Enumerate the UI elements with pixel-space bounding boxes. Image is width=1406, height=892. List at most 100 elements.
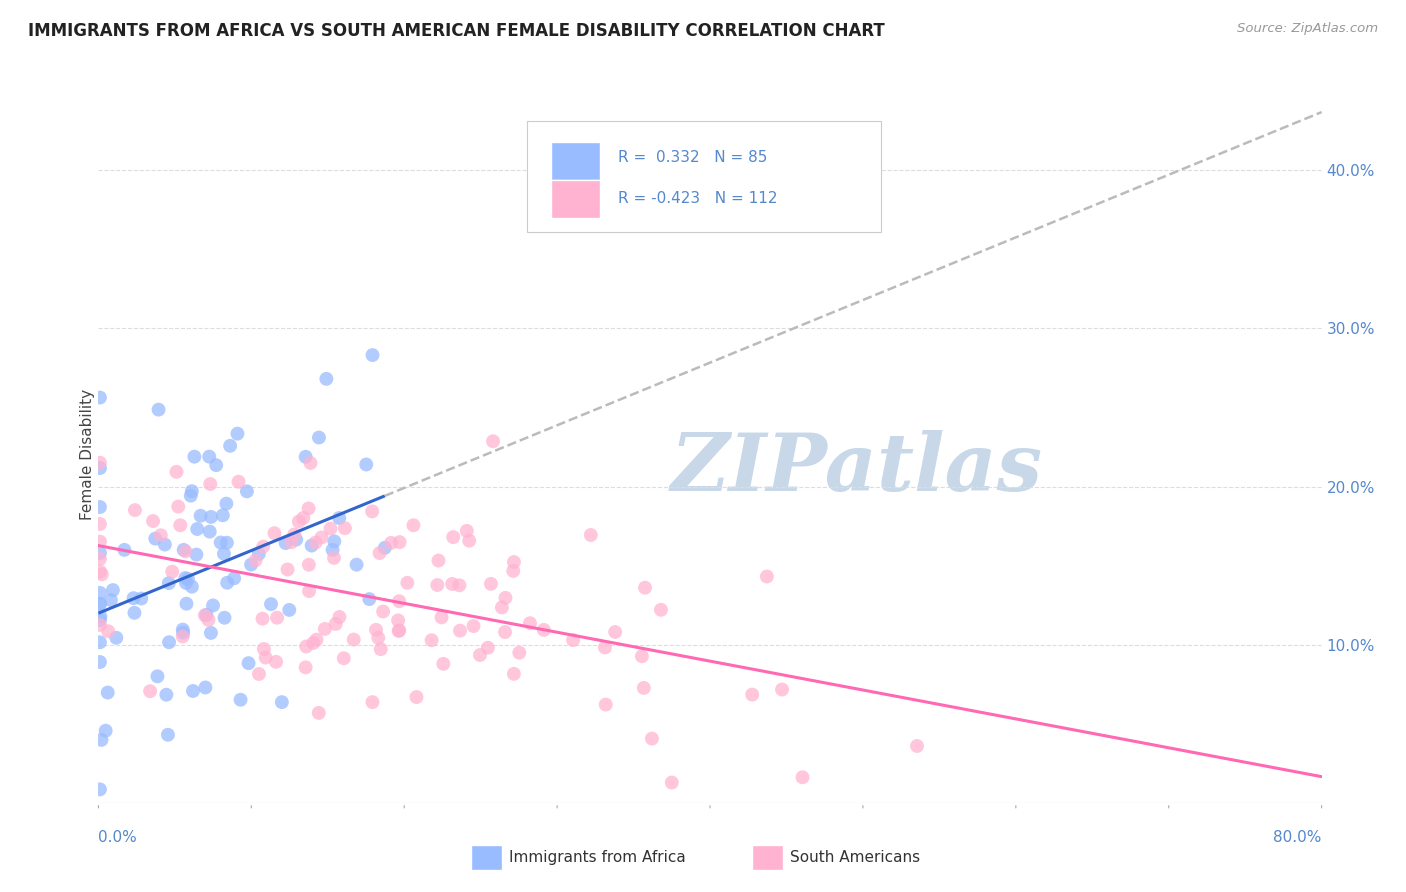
Point: [172, 625, 194, 640]
Point: [297, 501, 319, 516]
Point: [579, 528, 602, 542]
Point: [388, 535, 411, 549]
Point: [319, 522, 342, 536]
Point: [641, 731, 664, 746]
Point: [328, 511, 350, 525]
Point: [240, 558, 263, 572]
Point: [238, 656, 260, 670]
Point: [97, 624, 120, 639]
Point: [354, 458, 377, 472]
Point: [194, 681, 217, 695]
Point: [186, 548, 208, 562]
Point: [325, 616, 347, 631]
Point: [374, 541, 396, 555]
Point: [308, 430, 330, 444]
Point: [105, 631, 128, 645]
Point: [156, 728, 179, 742]
Point: [228, 475, 250, 489]
Point: [186, 522, 208, 536]
Point: [160, 565, 183, 579]
Point: [361, 504, 384, 518]
Point: [253, 642, 276, 657]
FancyBboxPatch shape: [551, 142, 600, 180]
Point: [215, 497, 238, 511]
Point: [367, 631, 389, 645]
Point: [302, 636, 325, 650]
Point: [89, 516, 111, 531]
Point: [304, 535, 326, 549]
Point: [176, 597, 198, 611]
Point: [299, 456, 322, 470]
Point: [209, 535, 232, 549]
Point: [503, 555, 526, 569]
Point: [89, 391, 111, 405]
Point: [634, 581, 657, 595]
Point: [633, 681, 655, 695]
Point: [294, 660, 316, 674]
Y-axis label: Female Disability: Female Disability: [80, 389, 94, 521]
Point: [519, 616, 541, 631]
Point: [388, 594, 411, 608]
Point: [277, 562, 299, 576]
Point: [89, 534, 111, 549]
Point: [89, 635, 111, 649]
Point: [142, 514, 165, 528]
Point: [211, 508, 233, 523]
Point: [89, 500, 111, 514]
Point: [131, 591, 153, 606]
Point: [328, 610, 350, 624]
Point: [508, 646, 530, 660]
Point: [308, 706, 330, 720]
Point: [153, 537, 176, 551]
Point: [301, 539, 323, 553]
Point: [441, 577, 464, 591]
Point: [180, 489, 202, 503]
Point: [427, 553, 450, 567]
Point: [494, 625, 516, 640]
Point: [295, 640, 318, 654]
Text: 0.0%: 0.0%: [98, 830, 138, 845]
Point: [194, 608, 217, 623]
Point: [280, 535, 302, 549]
Point: [245, 553, 267, 567]
Point: [605, 625, 627, 640]
Point: [200, 626, 222, 640]
Point: [174, 544, 197, 558]
Point: [89, 461, 111, 475]
Point: [252, 612, 274, 626]
Point: [278, 603, 301, 617]
Point: [174, 576, 197, 591]
Point: [285, 533, 308, 547]
Point: [146, 669, 169, 683]
Text: 80.0%: 80.0%: [1274, 830, 1322, 845]
Point: [274, 536, 297, 550]
Point: [89, 552, 111, 566]
Point: [495, 591, 517, 605]
Point: [449, 578, 471, 592]
Point: [650, 603, 672, 617]
Text: Source: ZipAtlas.com: Source: ZipAtlas.com: [1237, 22, 1378, 36]
Point: [148, 402, 170, 417]
Point: [270, 695, 292, 709]
Point: [905, 739, 928, 753]
Point: [359, 592, 381, 607]
Point: [89, 782, 111, 797]
Point: [183, 450, 205, 464]
Point: [364, 623, 387, 637]
Point: [661, 775, 683, 789]
Point: [323, 534, 346, 549]
Point: [260, 597, 283, 611]
Point: [463, 619, 485, 633]
Point: [792, 770, 814, 784]
Point: [149, 528, 172, 542]
Point: [263, 526, 285, 541]
Point: [311, 531, 333, 545]
Point: [229, 692, 252, 706]
Point: [157, 635, 180, 649]
Point: [122, 591, 145, 606]
Point: [755, 569, 778, 583]
Point: [388, 624, 411, 638]
Point: [166, 465, 188, 479]
Point: [89, 618, 111, 632]
Point: [90, 732, 112, 747]
